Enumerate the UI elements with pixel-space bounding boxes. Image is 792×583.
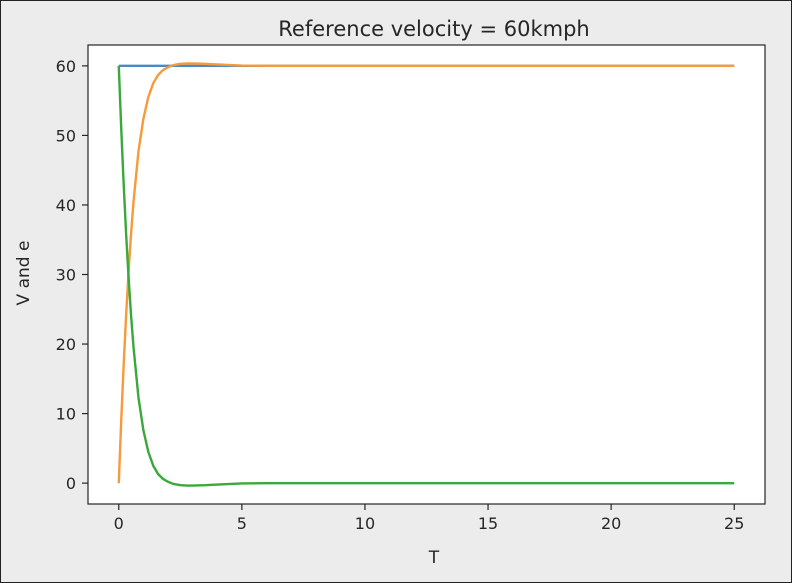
x-axis: 0 5 10 15 20 25 <box>114 504 744 533</box>
x-tick-label: 15 <box>478 514 498 533</box>
chart-title: Reference velocity = 60kmph <box>278 17 589 41</box>
plot-area <box>87 44 766 505</box>
y-axis: 0 10 20 30 40 50 60 <box>56 57 88 493</box>
y-tick-label: 60 <box>56 57 76 76</box>
series-line-3 <box>117 65 735 487</box>
x-tick-label: 20 <box>601 514 621 533</box>
x-tick-label: 25 <box>724 514 744 533</box>
y-tick-label: 50 <box>56 126 76 145</box>
x-axis-label: T <box>428 548 440 568</box>
y-tick-label: 10 <box>56 405 76 424</box>
y-axis-label: V and e <box>14 241 34 306</box>
series-line-2 <box>117 62 735 484</box>
y-tick-label: 20 <box>56 335 76 354</box>
y-tick-label: 0 <box>66 474 76 493</box>
y-tick-label: 30 <box>56 266 76 285</box>
x-tick-label: 10 <box>355 514 375 533</box>
x-tick-label: 0 <box>114 514 124 533</box>
x-tick-label: 5 <box>237 514 247 533</box>
y-tick-label: 40 <box>56 196 76 215</box>
series-layer <box>117 62 735 487</box>
